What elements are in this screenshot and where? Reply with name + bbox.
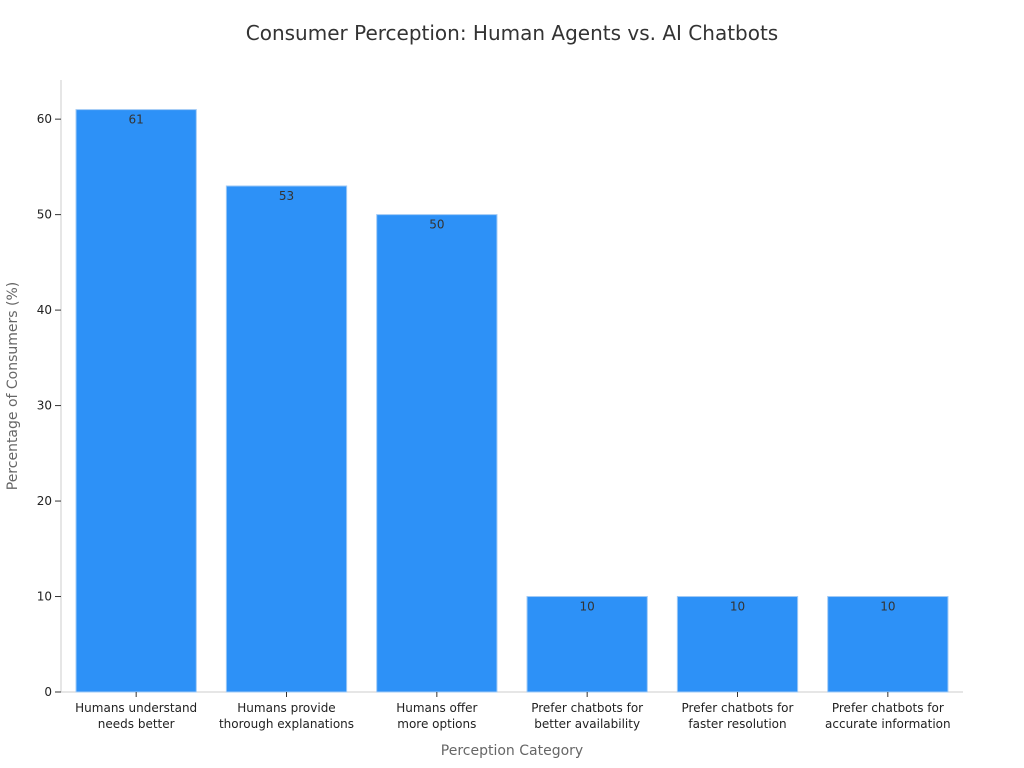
y-tick-label: 50: [37, 208, 52, 222]
bar: [376, 214, 498, 693]
x-tick-label-line: Humans provide: [237, 701, 335, 715]
x-tick-label-line: Prefer chatbots for: [531, 701, 643, 715]
x-tick-label: Humans provide thorough explanations: [219, 701, 354, 731]
y-tick-label: 60: [37, 112, 52, 126]
x-tick-label-line: faster resolution: [688, 717, 786, 731]
plot-area: 0 10 20 30 40 50 60 61 Humans understand needs be…: [37, 80, 963, 731]
data-label: 10: [730, 600, 745, 614]
data-label: 10: [880, 600, 895, 614]
bar: [225, 185, 348, 693]
bar: [526, 596, 648, 693]
x-tick-label: Prefer chatbots for better availability: [531, 701, 643, 731]
chart-title: Consumer Perception: Human Agents vs. AI…: [246, 21, 778, 45]
bar: [827, 596, 949, 693]
x-tick-label: Humans offer more options: [396, 701, 477, 731]
y-axis-title: Percentage of Consumers (%): [5, 282, 21, 491]
x-tick-label-line: thorough explanations: [219, 717, 354, 731]
data-label: 50: [429, 218, 444, 232]
x-tick-label-line: needs better: [98, 717, 175, 731]
x-tick-label-line: Prefer chatbots for: [682, 701, 794, 715]
data-label: 61: [129, 113, 144, 127]
bar: [676, 596, 799, 693]
x-tick-label-line: Prefer chatbots for: [832, 701, 944, 715]
x-tick-label-line: better availability: [534, 717, 640, 731]
x-tick-label: Prefer chatbots for accurate information: [825, 701, 951, 731]
x-tick-label-line: Humans offer: [396, 701, 477, 715]
x-tick-label: Prefer chatbots for faster resolution: [682, 701, 794, 731]
y-tick-label: 10: [37, 590, 52, 604]
y-tick-label: 20: [37, 494, 52, 508]
x-tick-label: Humans understand needs better: [75, 701, 197, 731]
data-label: 53: [279, 189, 294, 203]
x-tick-label-line: more options: [397, 717, 476, 731]
y-tick-label: 40: [37, 303, 52, 317]
data-label: 10: [580, 600, 595, 614]
y-tick-label: 0: [44, 685, 52, 699]
y-tick-label: 30: [37, 399, 52, 413]
x-tick-label-line: accurate information: [825, 717, 951, 731]
x-axis-title: Perception Category: [441, 743, 583, 759]
x-tick-label-line: Humans understand: [75, 701, 197, 715]
bar: [75, 109, 197, 693]
